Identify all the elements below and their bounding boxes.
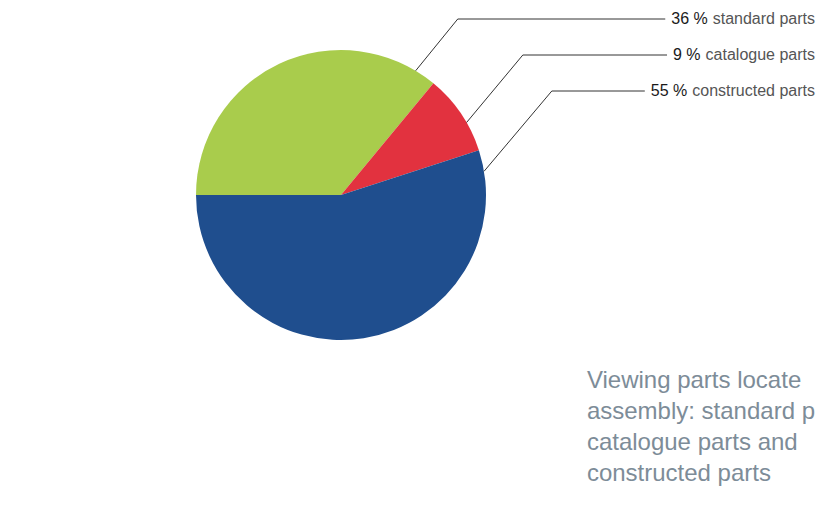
caption: Viewing parts locate assembly: standard p…	[587, 366, 815, 486]
leader-line	[416, 19, 666, 71]
slice-label: 36 % standard parts	[671, 10, 815, 27]
caption-line: assembly: standard p	[587, 397, 815, 424]
slice-label: 9 % catalogue parts	[673, 46, 815, 63]
pie	[196, 50, 486, 340]
leader-line	[484, 91, 645, 171]
slice-value: 9 %	[673, 46, 701, 63]
slice-category: standard parts	[713, 10, 815, 27]
chart: 36 % standard parts 9 % catalogue parts 55 %…	[0, 0, 825, 519]
caption-line: catalogue parts and	[587, 428, 798, 455]
slice-label: 55 % constructed parts	[651, 82, 815, 99]
caption-line: constructed parts	[587, 459, 771, 486]
slice-category: constructed parts	[692, 82, 815, 99]
data-labels: 36 % standard parts 9 % catalogue parts 55 %…	[416, 10, 815, 171]
slice-category: catalogue parts	[706, 46, 815, 63]
slice-value: 36 %	[671, 10, 707, 27]
slice-value: 55 %	[651, 82, 687, 99]
leader-line	[467, 55, 667, 123]
pie-slice	[196, 150, 486, 340]
caption-line: Viewing parts locate	[587, 366, 801, 393]
